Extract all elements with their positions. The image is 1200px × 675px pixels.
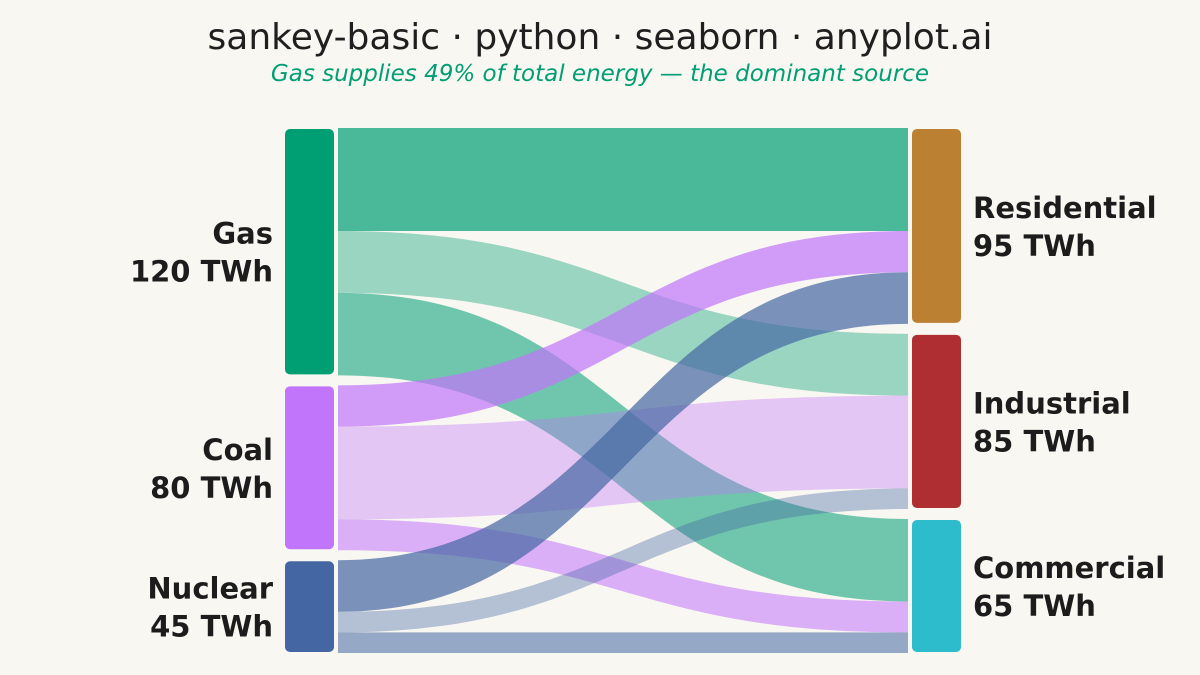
node-value-gas: 120 TWh [130, 255, 273, 289]
chart-title: sankey-basic · python · seaborn · anyplo… [208, 17, 993, 58]
node-value-nuclear: 45 TWh [150, 610, 273, 644]
flow-nuclear-to-industrial [338, 488, 908, 633]
node-label-gas: Gas [212, 217, 273, 251]
node-coal [283, 384, 336, 552]
node-nuclear [283, 559, 336, 654]
flow-coal-to-residential [338, 231, 908, 427]
flow-gas-to-residential [338, 128, 908, 232]
node-value-industrial: 85 TWh [973, 424, 1096, 458]
node-label-nuclear: Nuclear [147, 572, 273, 606]
node-value-commercial: 65 TWh [973, 589, 1096, 623]
flow-nuclear-to-residential [338, 272, 908, 612]
node-value-residential: 95 TWh [973, 229, 1096, 263]
node-value-coal: 80 TWh [150, 471, 273, 505]
chart-subtitle: Gas supplies 49% of total energy — the d… [271, 61, 929, 87]
node-gas [283, 127, 336, 377]
node-commercial [910, 518, 963, 654]
node-industrial [910, 332, 963, 511]
nodes-layer [283, 127, 963, 654]
labels-layer: Gas 120 TWh Coal 80 TWh Nuclear 45 TWh Residen… [130, 191, 1165, 644]
node-label-industrial: Industrial [973, 386, 1131, 420]
node-label-coal: Coal [202, 433, 273, 467]
node-label-commercial: Commercial [973, 551, 1165, 585]
flow-nuclear-to-commercial [338, 632, 908, 653]
node-residential [910, 127, 963, 325]
node-label-residential: Residential [973, 191, 1157, 225]
flows-layer [338, 128, 908, 653]
